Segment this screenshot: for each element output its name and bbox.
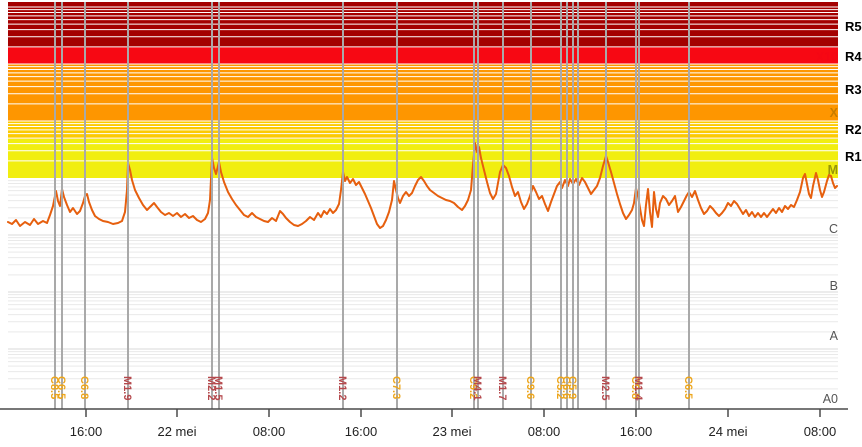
flare-label: C5.9 <box>566 376 578 399</box>
xray-flux-line <box>7 142 838 229</box>
flare-label: C5.2 <box>554 376 566 399</box>
x-tick-label: 16:00 <box>70 424 103 439</box>
flare-label: M1.4 <box>632 376 644 401</box>
flare-label: C6.5 <box>55 376 67 399</box>
gridlines <box>8 6 838 390</box>
class-label: X <box>830 106 839 120</box>
flare-label: M4.1 <box>471 376 483 400</box>
r-scale-bands <box>8 2 838 178</box>
band-R3 <box>8 64 838 121</box>
flare-label: C6.6 <box>560 376 572 399</box>
class-label: B <box>830 279 838 293</box>
flare-label: C6.8 <box>78 376 90 399</box>
r-scale-label: R2 <box>845 122 862 137</box>
x-tick-label: 24 mei <box>708 424 747 439</box>
class-label: A <box>830 329 839 343</box>
x-tick-label: 08:00 <box>528 424 561 439</box>
band-R4 <box>8 47 838 64</box>
x-tick-label: 16:00 <box>620 424 653 439</box>
flare-label: M2.5 <box>599 376 611 400</box>
flare-label: C8.5 <box>48 376 60 399</box>
flare-label: C9.2 <box>467 376 479 399</box>
x-tick-label: 23 mei <box>432 424 471 439</box>
flare-label: M2.2 <box>205 376 217 400</box>
r-scale-label: R3 <box>845 82 862 97</box>
band-R1 <box>8 139 838 178</box>
flare-label: M1.7 <box>496 376 508 400</box>
flare-event-lines <box>54 2 690 409</box>
class-threshold-labels: X10 X M C B A A0 <box>816 50 839 406</box>
r-scale-label: R1 <box>845 149 862 164</box>
x-axis: 16:00 22 mei 08:00 16:00 23 mei 08:00 16:00 24 … <box>0 408 848 439</box>
r-scale-labels: R5 R4 R3 R2 R1 <box>845 19 862 164</box>
flare-label: M1.9 <box>121 376 133 400</box>
flare-label: M1.2 <box>336 376 348 400</box>
class-label: A0 <box>823 392 838 406</box>
x-tick-label: 08:00 <box>253 424 286 439</box>
flare-event-labels: C8.5C6.5 C6.8 M1.9 M2.2M1.5 M1.2 C7.3 C9.2M4.1… <box>48 376 694 401</box>
r-scale-label: R5 <box>845 19 862 34</box>
flare-label: C9.8 <box>629 376 641 399</box>
flare-label: C9.6 <box>524 376 536 399</box>
x-tick-label: 16:00 <box>345 424 378 439</box>
r-scale-label: R4 <box>845 49 862 64</box>
class-label: C <box>829 222 838 236</box>
flare-label: M1.5 <box>212 376 224 400</box>
x-tick-label: 22 mei <box>157 424 196 439</box>
flare-label: C7.3 <box>390 376 402 399</box>
x-tick-label: 08:00 <box>804 424 837 439</box>
flare-label: C6.5 <box>682 376 694 399</box>
class-label: X10 <box>816 50 838 64</box>
class-label: M <box>828 163 838 177</box>
